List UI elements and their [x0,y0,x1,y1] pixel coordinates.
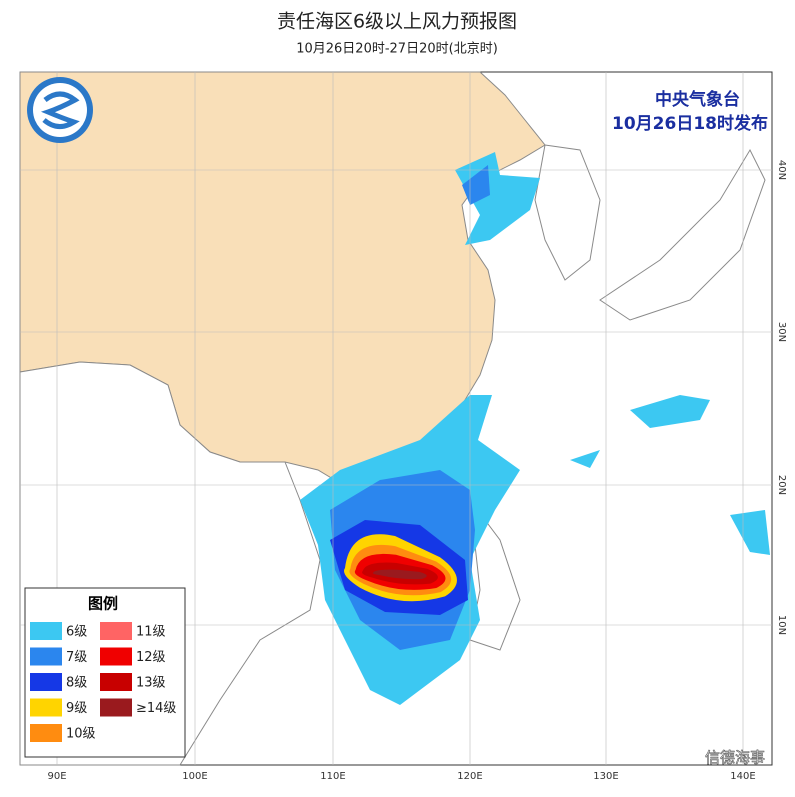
issue-time: 10月26日18时发布 [612,113,768,134]
legend-label: ≥14级 [136,701,176,716]
latitude-label: 10N [776,615,787,635]
legend-label: 6级 [66,625,87,640]
longitude-label: 110E [320,771,345,782]
legend-label: 7级 [66,650,87,665]
longitude-label: 120E [457,771,482,782]
latitude-label: 40N [776,160,787,180]
longitude-label: 140E [730,771,755,782]
legend-swatch [100,698,132,717]
wind-zone [630,395,710,428]
logo [27,77,93,143]
latitude-label: 30N [776,322,787,342]
issuer: 中央气象台 [655,89,740,110]
legend: 图例 6级 7级 8级 9级 10级 11级 12级 13级 ≥14级 [24,587,186,758]
legend-swatch [30,698,62,717]
wind-zone [372,569,427,580]
watermark: 信德海事 [705,749,765,767]
land-japan [599,148,766,321]
legend-swatch [100,622,132,640]
wind-zone [462,165,490,205]
legend-label: 9级 [66,701,87,716]
subtitle: 10月26日20时-27日20时(北京时) [296,42,498,57]
legend-label: 11级 [136,625,166,640]
legend-swatch [30,622,62,640]
legend-label: 13级 [136,676,166,691]
legend-label: 10级 [66,727,96,742]
graticule: 90E 100E 110E 120E 130E 140E 40N 30N 20N 10N [20,72,787,782]
legend-label: 8级 [66,676,87,691]
legend-label: 12级 [136,650,166,665]
longitude-label: 130E [593,771,618,782]
legend-title: 图例 [88,595,118,613]
wind-zone [730,510,770,555]
legend-swatch [30,647,62,666]
wind-zones [300,152,770,705]
longitude-label: 100E [182,771,207,782]
latitude-label: 20N [776,475,787,495]
legend-swatch [100,673,132,691]
legend-swatch [30,724,62,742]
title: 责任海区6级以上风力预报图 [277,11,517,33]
longitude-label: 90E [47,771,66,782]
wind-zone [570,450,600,468]
land-korea [534,144,601,281]
land-philippines [469,498,521,651]
legend-swatch [30,673,62,691]
legend-swatch [100,647,132,666]
